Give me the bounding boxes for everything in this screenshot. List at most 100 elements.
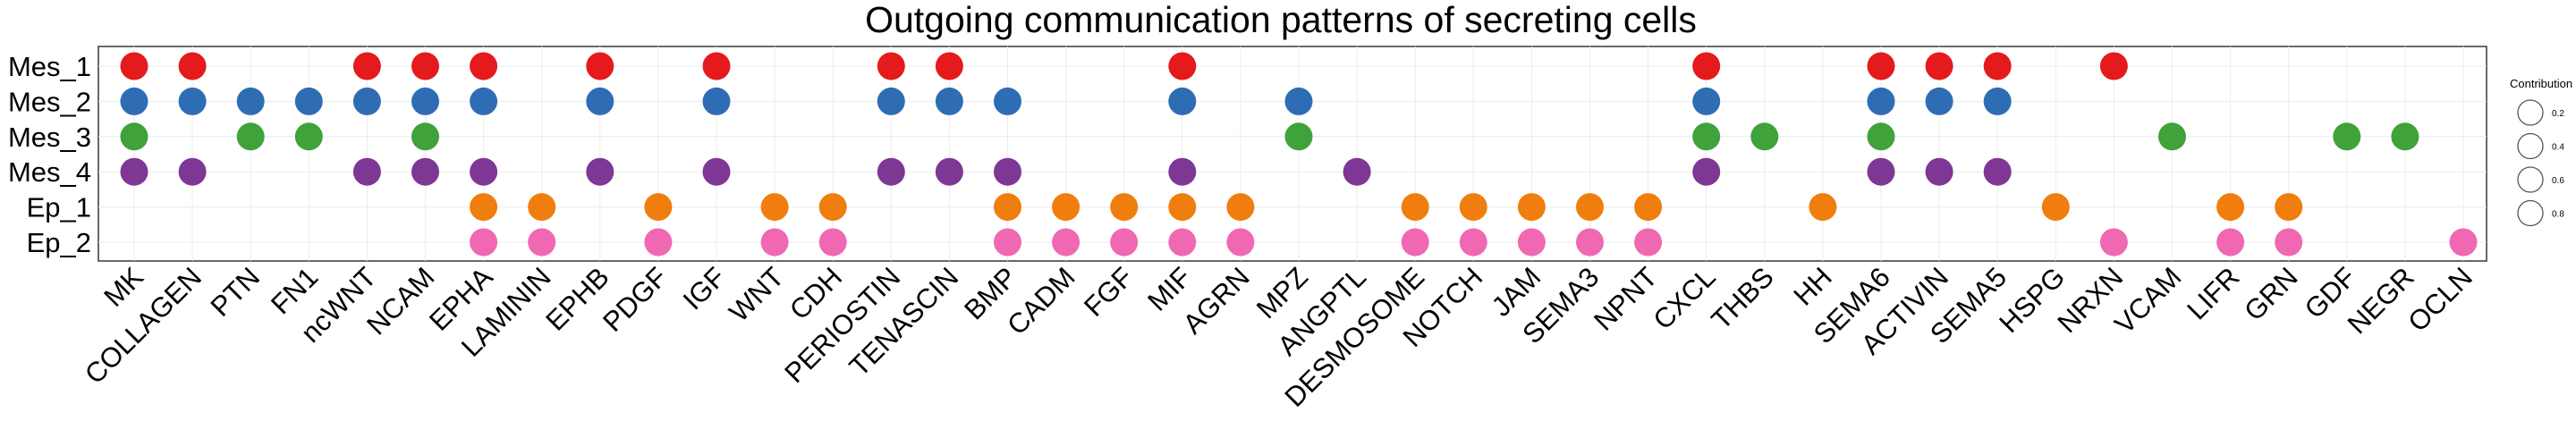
x-tick-label: CADM: [1001, 261, 1080, 341]
x-tick-label: THBS: [1706, 261, 1780, 335]
dot-ep-1-laminin: [528, 193, 556, 222]
dot-ep-1-fgf: [1110, 193, 1139, 222]
x-tick-label: CXCL: [1647, 261, 1721, 335]
dot-mes-2-tenascin: [935, 87, 963, 115]
dot-mes-3-cxcl: [1692, 122, 1721, 151]
dot-ep-1-desmosome: [1401, 193, 1429, 222]
dot-ep-2-pdgf: [644, 228, 673, 257]
dot-ep-2-npnt: [1634, 228, 1663, 257]
dot-ep-2-sema3: [1576, 228, 1604, 257]
dot-mes-4-igf: [702, 157, 731, 186]
dot-ep-2-mif: [1168, 228, 1197, 257]
dot-mes-1-periostin: [877, 52, 905, 80]
dot-ep-2-ocln: [2449, 228, 2478, 257]
dot-mes-4-cxcl: [1692, 157, 1721, 186]
dot-mes-4-periostin: [877, 157, 905, 186]
x-tick-label: AGRN: [1177, 261, 1256, 340]
dot-mes-2-ncam: [411, 87, 439, 115]
dot-ep-2-cdh: [818, 228, 847, 257]
dot-ep-2-notch: [1459, 228, 1487, 257]
dot-ep-1-hspg: [2041, 193, 2070, 222]
x-tick-label: NEGR: [2342, 261, 2420, 340]
dot-mes-3-ptn: [236, 122, 265, 151]
dot-mes-2-fn1: [294, 87, 323, 115]
dot-mes-3-mpz: [1284, 122, 1313, 151]
dot-ep-2-lifr: [2216, 228, 2245, 257]
dot-mes-2-ncwnt: [352, 87, 381, 115]
dot-mes-1-activin: [1925, 52, 1953, 80]
x-tick-label: IGF: [677, 261, 732, 315]
x-tick-label: LIFR: [2181, 261, 2245, 325]
y-tick-label: Mes_3: [8, 122, 91, 153]
dot-mes-2-collagen: [178, 87, 207, 115]
legend-items: 0.2 0.4 0.6 0.8: [2517, 99, 2564, 227]
dot-mes-2-igf: [702, 87, 731, 115]
legend-size-label: 0.6: [2552, 176, 2564, 186]
dot-ep-2-agrn: [1226, 228, 1255, 257]
dot-ep-2-epha: [470, 228, 498, 257]
dot-mes-2-mpz: [1284, 87, 1313, 115]
dot-mes-3-fn1: [294, 122, 323, 151]
legend-title: Contribution: [2510, 77, 2572, 90]
dot-mes-2-mif: [1168, 87, 1197, 115]
dot-mes-3-gdf: [2333, 122, 2361, 151]
legend-size-circle: [2517, 166, 2544, 193]
dot-mes-4-bmp: [994, 157, 1021, 186]
dot-ep-2-grn: [2275, 228, 2303, 257]
dot-mes-1-tenascin: [935, 52, 963, 80]
x-tick-label: NCAM: [360, 261, 440, 341]
legend-size-circle: [2517, 199, 2544, 227]
dot-mes-2-ephb: [586, 87, 614, 115]
dot-ep-2-jam: [1517, 228, 1546, 257]
x-tick-label: FGF: [1078, 261, 1140, 323]
x-tick-label: NPNT: [1588, 261, 1663, 336]
dot-mes-4-activin: [1925, 157, 1953, 186]
dot-ep-1-wnt: [760, 193, 789, 222]
dot-mes-4-mif: [1168, 157, 1197, 186]
chart-title: Outgoing communication patterns of secre…: [865, 0, 1697, 40]
dot-mes-1-sema6: [1867, 52, 1895, 80]
x-tick-label: VCAM: [2108, 261, 2187, 340]
dot-mes-4-mk: [120, 157, 148, 186]
dot-mes-2-periostin: [877, 87, 905, 115]
dot-ep-2-nrxn: [2099, 228, 2128, 257]
dot-mes-3-vcam: [2158, 122, 2186, 151]
x-tick-label: PDGF: [597, 261, 674, 338]
legend-size-label: 0.8: [2552, 210, 2564, 220]
dot-mes-1-cxcl: [1692, 52, 1721, 80]
x-tick-label: HSPG: [1993, 261, 2071, 339]
dot-ep-1-hh: [1809, 193, 1837, 222]
dot-mes-4-sema5: [1983, 157, 2012, 186]
x-tick-label: OCLN: [2402, 261, 2479, 338]
dot-ep-2-cadm: [1052, 228, 1080, 257]
legend-size-circle: [2517, 99, 2544, 126]
dot-ep-2-laminin: [528, 228, 556, 257]
dot-mes-4-collagen: [178, 157, 207, 186]
dot-mes-2-ptn: [236, 87, 265, 115]
dot-mes-1-nrxn: [2099, 52, 2128, 80]
dot-ep-1-lifr: [2216, 193, 2245, 222]
dot-mes-2-sema6: [1867, 87, 1895, 115]
x-tick-label: EPHB: [539, 261, 614, 336]
dot-ep-1-cadm: [1052, 193, 1080, 222]
dot-mes-3-sema6: [1867, 122, 1895, 151]
dot-mes-4-ncwnt: [352, 157, 381, 186]
legend-size-circle: [2517, 132, 2544, 160]
x-tick-label: GRN: [2238, 261, 2303, 326]
dot-ep-1-sema3: [1576, 193, 1604, 222]
dot-ep-1-epha: [470, 193, 498, 222]
dot-mes-4-epha: [470, 157, 498, 186]
dot-ep-2-bmp: [994, 228, 1021, 257]
dot-ep-1-grn: [2275, 193, 2303, 222]
dot-ep-1-notch: [1459, 193, 1487, 222]
dot-ep-2-desmosome: [1401, 228, 1429, 257]
dot-ep-1-pdgf: [644, 193, 673, 222]
dot-mes-4-ephb: [586, 157, 614, 186]
dot-mes-1-igf: [702, 52, 731, 80]
x-tick-label: WNT: [723, 261, 790, 328]
y-tick-label: Mes_2: [8, 86, 91, 117]
dot-mes-1-sema5: [1983, 52, 2012, 80]
dot-mes-2-activin: [1925, 87, 1953, 115]
y-tick-label: Mes_1: [8, 51, 91, 82]
